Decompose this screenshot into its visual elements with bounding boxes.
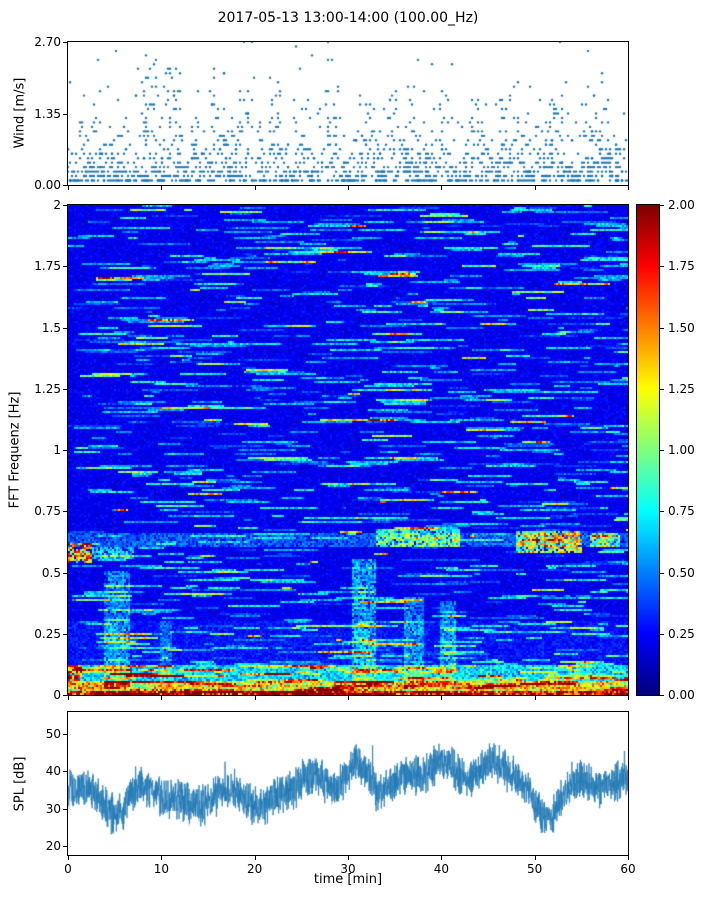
colorbar-tick [660,205,664,206]
fft-y-tick-label: 0.5 [41,565,61,580]
time-x-tick-label: 40 [433,862,449,876]
spl-y-tick [63,845,68,847]
time-x-tick-label: 0 [64,862,72,876]
spectrogram-x-tick [68,696,69,700]
spectrogram-x-tick [534,696,536,700]
fft-y-tick [63,572,68,574]
spl-y-tick [63,734,68,736]
time-x-tick [254,856,256,860]
fft-y-tick-label: 1 [53,443,61,457]
colorbar-tick [660,572,664,574]
wind-x-tick [441,186,443,190]
colorbar-tick [660,695,664,696]
time-x-tick [534,856,536,860]
time-x-tick-label: 60 [620,862,636,876]
colorbar-tick [660,388,664,390]
colorbar-tick [660,511,664,513]
colorbar-tick [660,266,664,268]
spl-line-canvas [68,712,628,855]
colorbar-tick-label: 2.00 [668,198,695,212]
fft-y-tick [63,633,68,635]
colorbar-tick-label: 0.25 [668,626,695,641]
spl-y-tick [63,808,68,810]
spectrogram-x-tick [441,696,443,700]
spectrogram-x-tick [628,696,629,700]
colorbar-tick-label: 1.00 [668,443,695,457]
spectrogram-x-tick [254,696,256,700]
fft-y-tick [63,205,68,206]
wind-x-tick [68,186,69,190]
wind-scatter-plot [67,41,629,186]
colorbar-tick-label: 0.50 [668,565,695,580]
colorbar-tick-label: 0.00 [668,688,695,702]
wind-x-tick [628,186,629,190]
figure-title: 2017-05-13 13:00-14:00 (100.00_Hz) [217,10,479,26]
spl-line-plot [67,711,629,856]
spectrogram-plot [67,204,629,696]
wind-x-tick [161,186,163,190]
fft-y-tick-label: 1.5 [41,320,61,335]
colorbar-tick-label: 1.50 [668,320,695,335]
time-x-tick [161,856,163,860]
colorbar-tick-label: 0.75 [668,504,695,519]
colorbar-canvas [637,205,659,695]
fft-y-tick-label: 1.25 [34,381,61,396]
wind-y-tick-label: 0.00 [34,178,61,192]
time-axis-label: time [min] [313,872,383,887]
fft-y-tick-label: 0.25 [34,626,61,641]
spectrogram-x-tick [161,696,163,700]
time-x-tick [628,856,629,860]
fft-y-tick [63,327,68,329]
wind-x-tick [534,186,536,190]
wind-scatter-canvas [68,42,628,185]
wind-x-tick [254,186,256,190]
spl-y-tick [63,771,68,773]
wind-y-tick [63,185,68,186]
fft-y-tick [63,266,68,268]
spectrogram-canvas [68,205,628,695]
spl-y-tick-label: 50 [45,727,61,742]
fft-y-tick-label: 0 [53,688,61,702]
spl-y-tick-label: 20 [45,838,61,853]
fft-y-tick [63,511,68,513]
wind-y-tick-label: 2.70 [34,35,61,49]
time-x-tick [68,856,69,860]
time-x-tick-label: 30 [340,862,356,876]
colorbar [636,204,660,696]
wind-y-tick-label: 1.35 [34,106,61,121]
time-x-tick [348,856,349,860]
colorbar-tick [660,327,664,329]
fft-y-tick-label: 2 [53,198,61,212]
time-x-tick-label: 10 [153,862,169,876]
colorbar-tick [660,633,664,635]
time-x-tick-label: 50 [527,862,543,876]
spectrogram-x-tick [348,696,349,700]
fft-y-tick-label: 1.75 [34,259,61,274]
wind-y-tick [63,42,68,43]
fft-y-tick [63,450,68,451]
spl-y-tick-label: 30 [45,801,61,816]
fft-y-tick [63,388,68,390]
wind-x-tick [348,186,349,190]
time-x-tick-label: 20 [247,862,263,876]
fft-y-tick-label: 0.75 [34,504,61,519]
time-x-tick [441,856,443,860]
spl-y-tick-label: 40 [45,764,61,779]
wind-y-tick [63,113,68,115]
colorbar-tick [660,450,664,451]
colorbar-tick-label: 1.25 [668,381,695,396]
fft-y-tick [63,695,68,696]
colorbar-tick-label: 1.75 [668,259,695,274]
